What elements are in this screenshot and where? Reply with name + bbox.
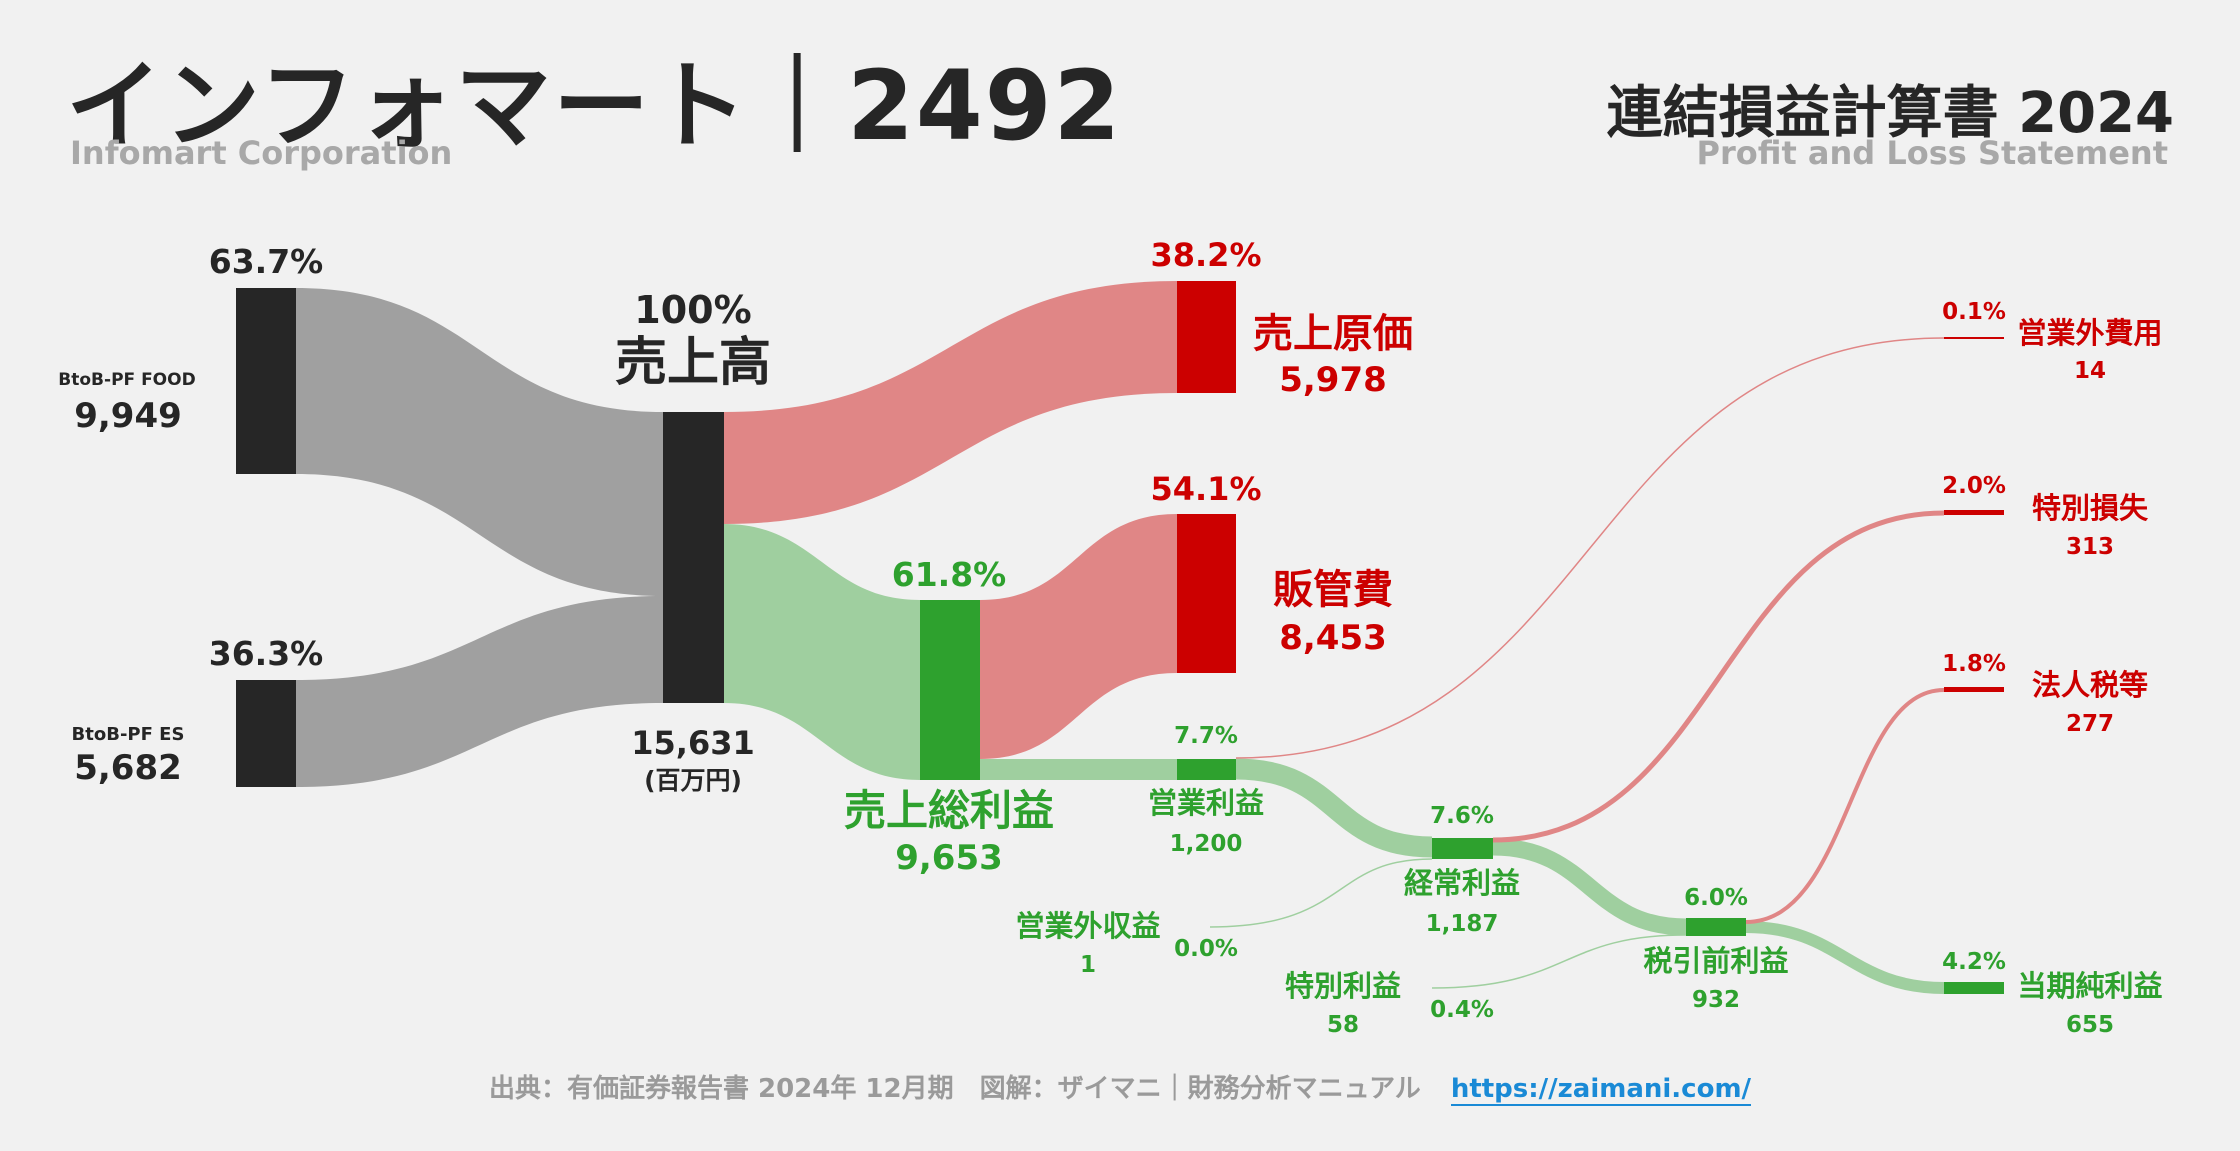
nonop-income-name: 営業外収益 — [1015, 909, 1161, 943]
flow-operating-to-ordinary — [1235, 758, 1433, 858]
special-gain-pct: 0.4% — [1430, 997, 1494, 1023]
sga-pct: 54.1% — [1150, 470, 1262, 508]
flow-gross-to-operating — [980, 759, 1177, 780]
net-pct: 4.2% — [1942, 949, 2006, 975]
revenue-name: 売上高 — [614, 333, 772, 393]
flow-ordinary-to-pretax — [1492, 838, 1687, 936]
flow-nonop-income-to-ordinary — [1209, 858, 1433, 928]
food-pct: 63.7% — [208, 242, 324, 281]
tax-pct: 1.8% — [1942, 651, 2006, 677]
ordinary-name: 経常利益 — [1403, 866, 1521, 900]
node-gross — [920, 600, 980, 780]
flow-gross-to-sga — [980, 514, 1177, 759]
ordinary-value: 1,187 — [1425, 911, 1499, 937]
pretax-value: 932 — [1691, 987, 1741, 1013]
source-text: 出典：有価証券報告書 2024年 12月期 図解：ザイマニ｜財務分析マニュアル — [488, 1074, 1421, 1104]
flow-ordinary-to-special-loss — [1492, 510, 1945, 843]
gross-pct: 61.8% — [891, 555, 1007, 594]
flow-special-gain-to-pretax — [1431, 934, 1687, 989]
flow-pretax-to-tax — [1745, 688, 1945, 924]
flow-es-to-revenue — [296, 596, 663, 787]
nonop-income-value: 1 — [1079, 952, 1097, 978]
cogs-value: 5,978 — [1279, 360, 1387, 400]
net-name: 当期純利益 — [2017, 969, 2163, 1003]
sga-name: 販管費 — [1273, 567, 1393, 613]
cogs-pct: 38.2% — [1150, 236, 1262, 274]
net-value: 655 — [2065, 1012, 2115, 1038]
pretax-name: 税引前利益 — [1643, 944, 1789, 978]
special-gain-value: 58 — [1326, 1012, 1360, 1038]
node-pretax — [1686, 918, 1746, 936]
flow-revenue-to-cogs — [724, 281, 1177, 524]
nonop-expense-value: 14 — [2073, 358, 2107, 384]
es-name: BtoB-PF ES — [71, 724, 185, 745]
statement-title: 連結損益計算書 2024 — [1606, 81, 2174, 146]
node-food — [236, 288, 296, 474]
special-loss-value: 313 — [2065, 534, 2115, 560]
pretax-pct: 6.0% — [1684, 885, 1748, 911]
node-operating — [1177, 759, 1236, 780]
page-title: インフォマート｜2492 — [66, 50, 1123, 162]
revenue-unit: (百万円) — [644, 766, 742, 795]
nonop-expense-pct: 0.1% — [1942, 299, 2006, 325]
gross-value: 9,653 — [895, 838, 1003, 878]
operating-pct: 7.7% — [1174, 723, 1238, 749]
special-loss-pct: 2.0% — [1942, 473, 2006, 499]
nonop-expense-name: 営業外費用 — [2017, 316, 2163, 350]
ordinary-pct: 7.6% — [1430, 803, 1494, 829]
node-net — [1944, 982, 2004, 994]
footer: 出典：有価証券報告書 2024年 12月期 図解：ザイマニ｜財務分析マニュアル h… — [0, 1068, 2240, 1106]
revenue-pct: 100% — [634, 288, 752, 332]
operating-value: 1,200 — [1169, 831, 1243, 857]
source-link[interactable]: https://zaimani.com/ — [1450, 1074, 1752, 1106]
company-subtitle: Infomart Corporation — [70, 134, 453, 172]
flow-pretax-to-net — [1745, 921, 1945, 994]
cogs-name: 売上原価 — [1253, 311, 1413, 357]
node-nonop-expense — [1944, 337, 2004, 339]
gross-name: 売上総利益 — [843, 786, 1055, 835]
food-name: BtoB-PF FOOD — [58, 370, 196, 390]
node-es — [236, 680, 296, 787]
es-value: 5,682 — [74, 748, 182, 788]
flow-operating-to-nonop-expense — [1235, 337, 1945, 759]
node-revenue — [663, 412, 724, 703]
special-gain-name: 特別利益 — [1284, 969, 1402, 1003]
node-cogs — [1177, 281, 1236, 393]
food-value: 9,949 — [74, 396, 182, 436]
operating-name: 営業利益 — [1147, 786, 1265, 820]
flow-food-to-revenue — [296, 288, 663, 596]
node-special-loss — [1944, 510, 2004, 515]
revenue-value: 15,631 — [631, 724, 755, 762]
tax-value: 277 — [2065, 711, 2115, 737]
special-loss-name: 特別損失 — [2031, 491, 2149, 525]
node-tax — [1944, 687, 2004, 692]
tax-name: 法人税等 — [2031, 668, 2149, 702]
nonop-income-pct: 0.0% — [1174, 936, 1238, 962]
es-pct: 36.3% — [208, 634, 324, 673]
node-sga — [1177, 514, 1236, 673]
statement-subtitle: Profit and Loss Statement — [1696, 134, 2168, 172]
sga-value: 8,453 — [1279, 618, 1387, 658]
node-ordinary — [1432, 838, 1493, 859]
flow-revenue-to-gross — [724, 524, 920, 780]
